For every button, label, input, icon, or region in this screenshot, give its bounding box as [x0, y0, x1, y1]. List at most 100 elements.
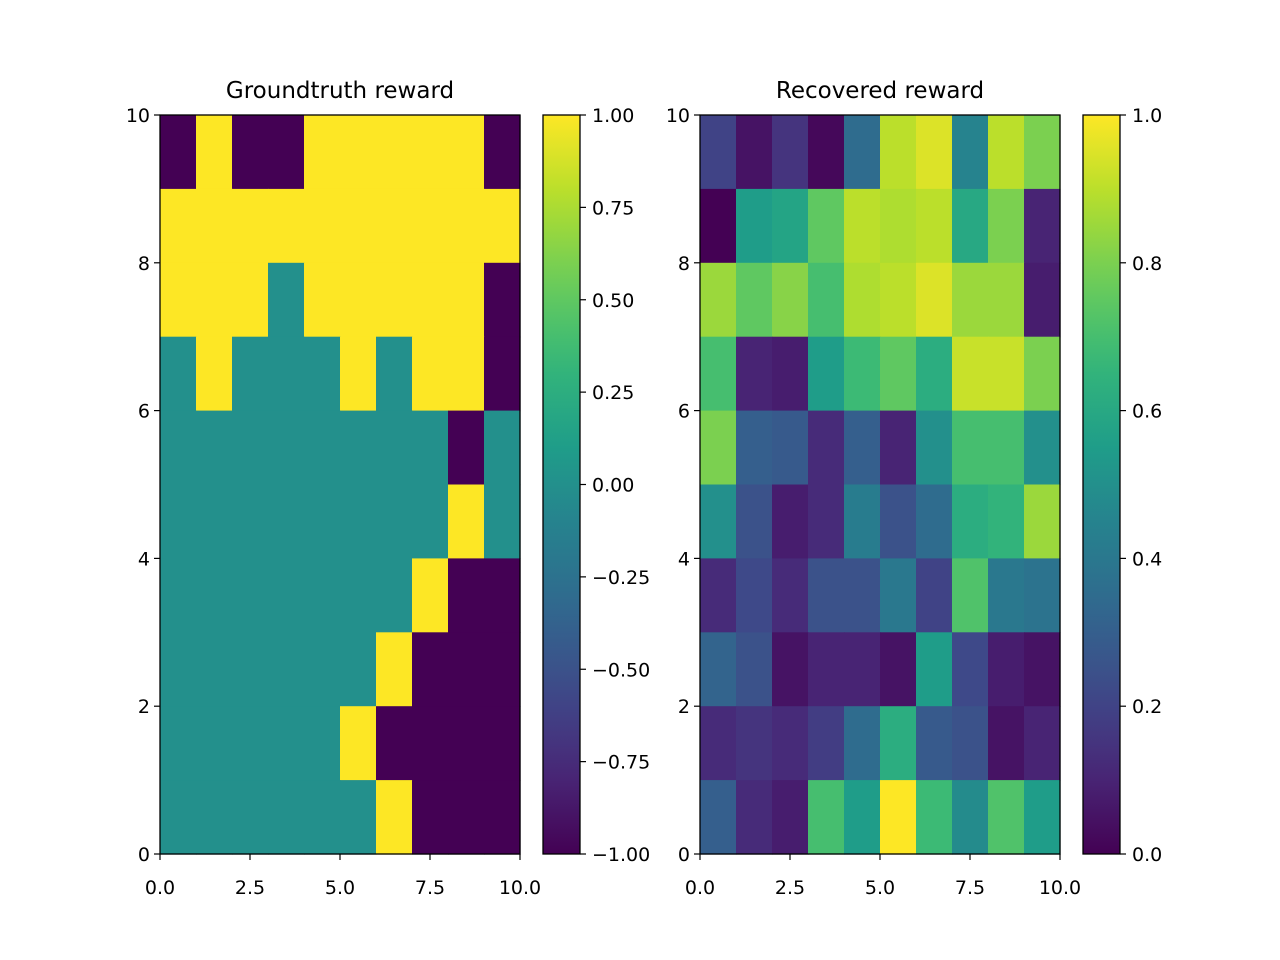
heatmap-cell — [736, 706, 773, 781]
heatmap-cell — [232, 558, 269, 633]
heatmap-cell — [232, 262, 269, 338]
heatmap-cell — [232, 410, 269, 486]
colorbar-tick-label: 0.2 — [1132, 696, 1162, 718]
heatmap-cell — [196, 780, 233, 855]
heatmap-cell — [268, 706, 305, 781]
heatmap-cell — [808, 558, 845, 633]
heatmap-cell — [268, 188, 305, 264]
heatmap-cell — [700, 558, 737, 633]
heatmap-cell — [448, 632, 485, 707]
heatmap-cell — [952, 706, 989, 781]
heatmap-cell — [880, 115, 917, 190]
heatmap-cell — [376, 484, 413, 559]
heatmap-cell — [448, 484, 485, 559]
heatmap-cell — [1024, 558, 1061, 633]
x-tick-label: 7.5 — [955, 877, 985, 899]
y-tick-label: 2 — [138, 696, 150, 718]
right-panel-title: Recovered reward — [776, 78, 984, 104]
heatmap-cell — [844, 780, 881, 855]
heatmap-cell — [952, 115, 989, 190]
heatmap-cell — [880, 188, 917, 264]
heatmap-cell — [448, 410, 485, 486]
heatmap-cell — [988, 262, 1025, 338]
heatmap-cell — [736, 558, 773, 633]
heatmap-cell — [160, 410, 197, 486]
heatmap-cell — [736, 115, 773, 190]
heatmap-cell — [340, 410, 377, 486]
colorbar-tick-label: −0.25 — [592, 567, 650, 589]
heatmap-cell — [196, 262, 233, 338]
heatmap-cell — [376, 706, 413, 781]
heatmap-cell — [304, 410, 341, 486]
x-tick-label: 2.5 — [235, 877, 265, 899]
x-tick-label: 10.0 — [499, 877, 541, 899]
heatmap-cell — [1024, 484, 1061, 559]
heatmap-cell — [1024, 115, 1061, 190]
heatmap-cell — [916, 115, 953, 190]
heatmap-cell — [412, 558, 449, 633]
heatmap-cell — [808, 632, 845, 707]
heatmap-cell — [448, 336, 485, 412]
heatmap-cell — [844, 410, 881, 486]
heatmap-cell — [304, 780, 341, 855]
heatmap-cell — [880, 262, 917, 338]
x-tick-label: 0.0 — [145, 877, 175, 899]
x-tick-label: 5.0 — [325, 877, 355, 899]
heatmap-cell — [376, 780, 413, 855]
heatmap-cell — [1024, 706, 1061, 781]
heatmap-cell — [268, 558, 305, 633]
heatmap-cell — [808, 410, 845, 486]
y-tick-label: 6 — [138, 401, 150, 423]
right-colorbar-frame — [1082, 114, 1121, 855]
heatmap-cell — [412, 115, 449, 190]
heatmap-cell — [268, 262, 305, 338]
heatmap-cell — [232, 336, 269, 412]
heatmap-cell — [1024, 410, 1061, 486]
heatmap-cell — [808, 262, 845, 338]
heatmap-cell — [484, 780, 521, 855]
heatmap-cell — [376, 410, 413, 486]
heatmap-cell — [268, 632, 305, 707]
heatmap-cell — [844, 632, 881, 707]
heatmap-cell — [700, 632, 737, 707]
heatmap-cell — [772, 336, 809, 412]
heatmap-cell — [484, 336, 521, 412]
heatmap-cell — [916, 706, 953, 781]
heatmap-cell — [736, 632, 773, 707]
heatmap-cell — [880, 410, 917, 486]
x-tick-label: 2.5 — [775, 877, 805, 899]
heatmap-cell — [808, 780, 845, 855]
heatmap-cell — [268, 484, 305, 559]
heatmap-cell — [412, 262, 449, 338]
heatmap-cell — [952, 780, 989, 855]
heatmap-cell — [340, 336, 377, 412]
heatmap-cell — [988, 115, 1025, 190]
colorbar-tick-label: 0.00 — [592, 475, 634, 497]
heatmap-cell — [412, 336, 449, 412]
heatmap-cell — [844, 188, 881, 264]
heatmap-cell — [736, 262, 773, 338]
heatmap-cell — [304, 706, 341, 781]
heatmap-cell — [700, 484, 737, 559]
left-panel: 0.0 2.5 5.0 7.5 10.0 0 2 4 6 8 10 1.00 0.75 0.50 0.25 0… — [126, 105, 650, 899]
heatmap-cell — [448, 780, 485, 855]
heatmap-cell — [304, 558, 341, 633]
y-tick-label: 0 — [138, 844, 150, 866]
heatmap-cell — [160, 632, 197, 707]
heatmap-cell — [808, 706, 845, 781]
heatmap-cell — [160, 262, 197, 338]
heatmap-cell — [916, 262, 953, 338]
heatmap-cell — [232, 706, 269, 781]
heatmap-cell — [736, 484, 773, 559]
heatmap-cell — [412, 780, 449, 855]
heatmap-cell — [484, 706, 521, 781]
y-tick-label: 4 — [678, 548, 690, 570]
heatmap-cell — [844, 484, 881, 559]
y-tick-label: 2 — [678, 696, 690, 718]
heatmap-cell — [880, 336, 917, 412]
heatmap-cell — [448, 558, 485, 633]
colorbar-tick-label: −0.75 — [592, 752, 650, 774]
heatmap-cell — [1024, 262, 1061, 338]
colorbar-tick-label: 1.0 — [1132, 105, 1162, 127]
